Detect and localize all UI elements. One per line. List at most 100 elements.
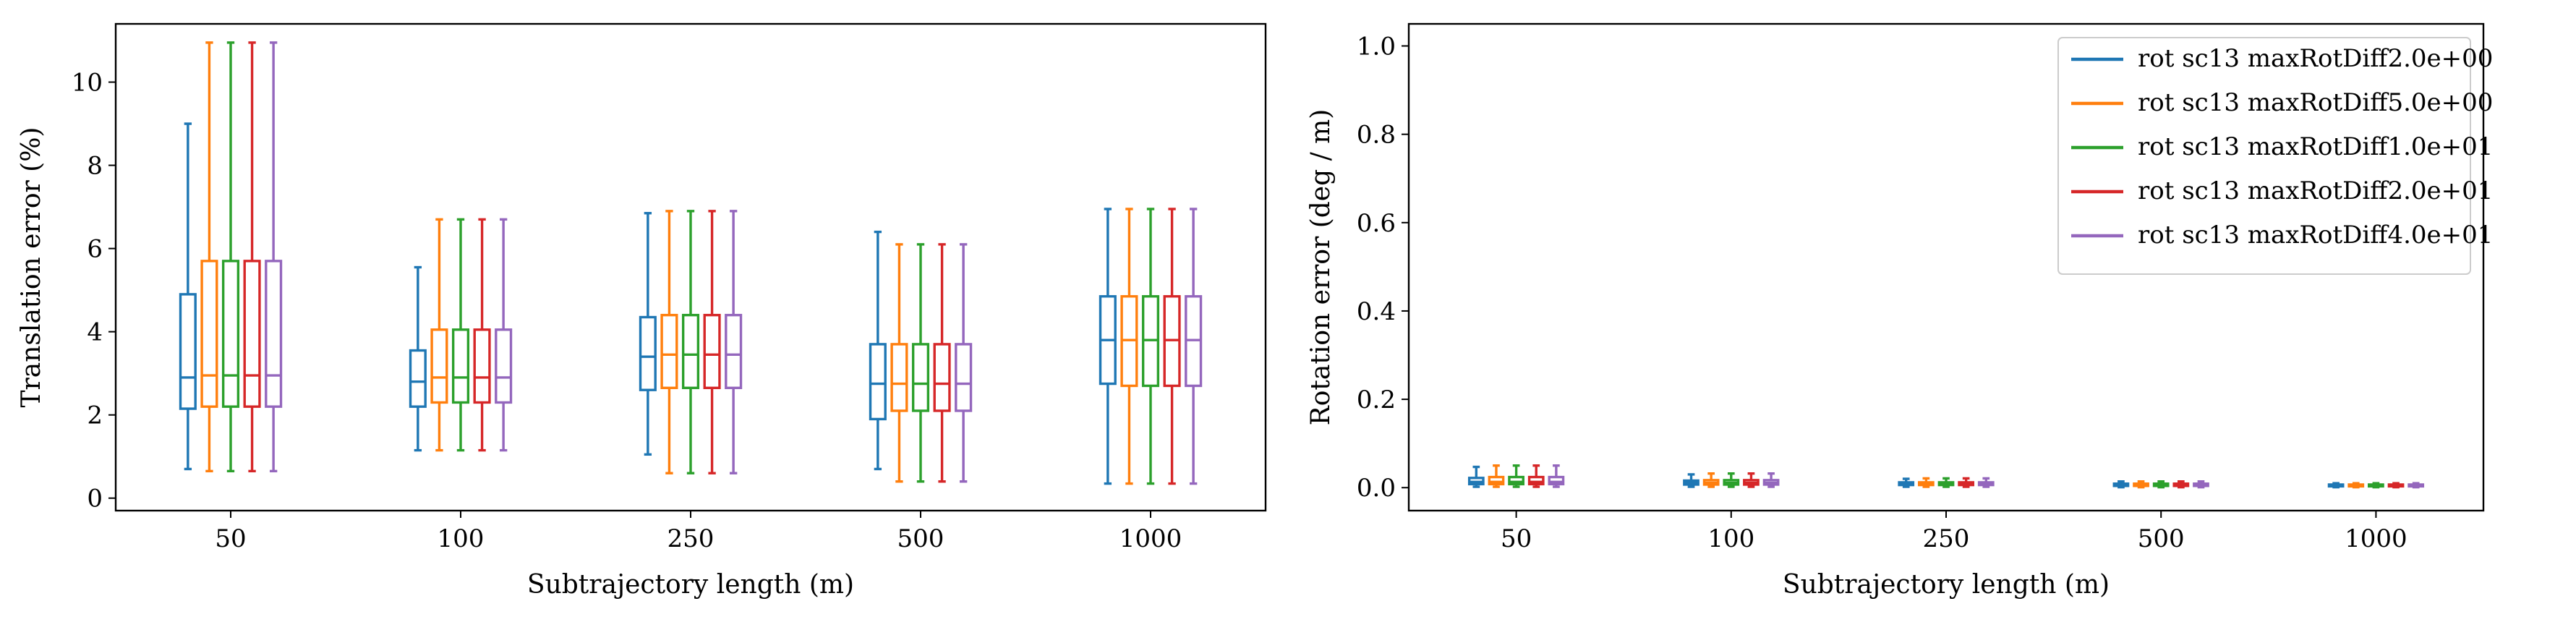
box-body: [1488, 475, 1505, 486]
y-tick-label: 8: [87, 152, 103, 181]
box-250: [725, 210, 743, 474]
y-tick-label: 1.0: [1357, 33, 1396, 61]
box-500: [2172, 480, 2190, 489]
x-tick-label: 1000: [2345, 524, 2407, 553]
y-axis-label: Rotation error (deg / m): [1306, 109, 1336, 426]
box-body: [265, 260, 283, 408]
series-1: [179, 122, 1117, 485]
box-body: [200, 260, 218, 408]
box-body: [451, 328, 470, 404]
x-tick-label: 250: [1923, 524, 1970, 553]
series-3: [221, 41, 1160, 485]
legend-item: rot sc13 maxRotDiff2.0e+00: [2071, 44, 2493, 73]
box-50: [1508, 464, 1524, 488]
box-100: [1702, 472, 1720, 488]
box-body: [869, 343, 887, 421]
box-50: [1467, 465, 1485, 488]
box-100: [451, 218, 470, 452]
series-4: [243, 41, 1181, 485]
box-body: [725, 313, 743, 390]
box-1000: [1141, 208, 1160, 485]
series-3: [1508, 464, 2384, 489]
box-500: [869, 230, 887, 471]
series-1: [1467, 465, 2345, 489]
box-100: [473, 218, 491, 452]
series-5: [1548, 464, 2425, 489]
box-250: [703, 210, 721, 474]
box-50: [265, 41, 283, 473]
translation-error-chart: 0 2 4 6 8 10 50 100 250 500 1000 Subtrajectory leng…: [17, 22, 1267, 600]
y-tick-label: 0.2: [1357, 385, 1396, 414]
legend: rot sc13 maxRotDiff2.0e+00 rot sc13 maxRo…: [2057, 37, 2493, 275]
y-tick-label: 0.0: [1357, 474, 1396, 503]
box-1000: [2387, 482, 2405, 489]
box-body: [495, 328, 513, 404]
series-5: [265, 41, 1203, 485]
box-50: [221, 41, 240, 473]
box-500: [933, 243, 951, 483]
box-body: [955, 343, 973, 412]
legend-label: rot sc13 maxRotDiff2.0e+00: [2138, 44, 2493, 73]
box-1000: [1099, 208, 1117, 485]
box-100: [1743, 472, 1760, 488]
rotation-error-chart: 0.0 0.2 0.4 0.6 0.8 1.0 50 100 250 500 1000 Subtraj…: [1306, 22, 2493, 600]
box-500: [955, 243, 973, 483]
legend-label: rot sc13 maxRotDiff4.0e+01: [2138, 221, 2493, 250]
series-4: [1527, 464, 2405, 489]
legend-item: rot sc13 maxRotDiff2.0e+01: [2071, 176, 2493, 205]
x-axis-label: Subtrajectory length (m): [1783, 570, 2110, 600]
box-1000: [2327, 482, 2345, 489]
box-50: [1527, 464, 1545, 488]
box-body: [933, 343, 951, 412]
legend-item: rot sc13 maxRotDiff1.0e+01: [2071, 132, 2493, 161]
box-body: [660, 313, 678, 390]
x-tick-label: 500: [897, 524, 944, 553]
box-body: [911, 343, 930, 412]
box-body: [409, 349, 427, 408]
x-axis: 50 100 250 500 1000: [1501, 511, 2407, 553]
box-body: [430, 328, 448, 404]
y-tick-label: 4: [87, 318, 103, 347]
box-500: [2152, 480, 2170, 489]
x-tick-label: 50: [1501, 524, 1532, 553]
box-250: [1937, 477, 1955, 488]
y-axis: 0 2 4 6 8 10: [72, 69, 116, 514]
box-250: [1898, 477, 1915, 488]
x-tick-label: 500: [2138, 524, 2185, 553]
legend-label: rot sc13 maxRotDiff2.0e+01: [2138, 176, 2493, 205]
box-body: [221, 260, 240, 408]
box-50: [179, 122, 197, 471]
box-100: [1723, 472, 1740, 488]
y-tick-label: 0.8: [1357, 121, 1396, 150]
box-500: [2112, 480, 2130, 489]
legend-item: rot sc13 maxRotDiff4.0e+01: [2071, 221, 2493, 250]
box-body: [1508, 475, 1524, 486]
box-250: [1958, 477, 1975, 488]
series-2: [1488, 464, 2365, 489]
box-50: [1488, 464, 1505, 488]
box-body: [473, 328, 491, 404]
y-tick-label: 10: [72, 69, 103, 98]
box-body: [639, 315, 657, 391]
y-tick-label: 0.4: [1357, 297, 1396, 326]
box-250: [660, 210, 678, 474]
y-tick-label: 6: [87, 235, 103, 264]
y-axis-label: Translation error (%): [17, 127, 46, 408]
box-100: [430, 218, 448, 452]
box-100: [495, 218, 513, 452]
box-500: [911, 243, 930, 483]
x-axis: 50 100 250 500 1000: [215, 511, 1182, 553]
box-250: [1977, 477, 1995, 488]
x-tick-label: 50: [215, 524, 246, 553]
box-body: [681, 313, 700, 390]
box-1000: [2347, 482, 2365, 489]
box-body: [243, 260, 261, 408]
box-500: [2133, 480, 2149, 489]
box-100: [409, 265, 427, 452]
box-250: [1917, 477, 1935, 488]
y-tick-label: 2: [87, 401, 103, 430]
x-tick-label: 100: [1707, 524, 1754, 553]
series-2: [200, 41, 1138, 485]
x-tick-label: 250: [668, 524, 715, 553]
